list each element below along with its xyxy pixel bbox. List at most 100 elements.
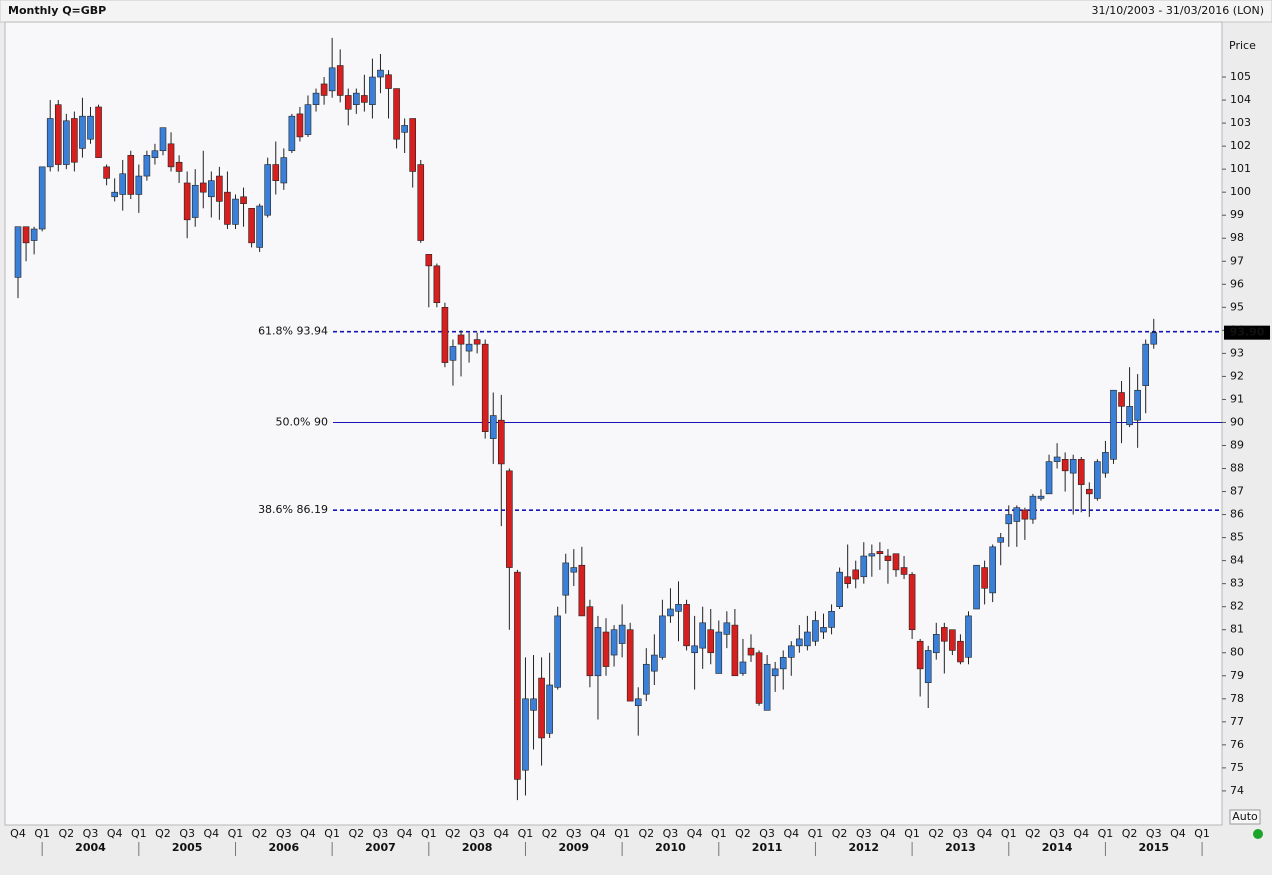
- candle-body: [997, 537, 1005, 543]
- x-tick-label: Q1: [324, 827, 340, 840]
- candle-body: [481, 343, 489, 432]
- candle-body: [626, 629, 634, 702]
- x-tick-label: Q3: [663, 827, 679, 840]
- x-tick-label: Q2: [735, 827, 751, 840]
- y-tick-label: 81: [1230, 623, 1244, 636]
- candle-body: [208, 180, 215, 198]
- candle-body: [167, 143, 175, 168]
- y-tick-label: 96: [1230, 277, 1244, 290]
- x-tick-label: Q4: [397, 827, 413, 840]
- candle-body: [578, 564, 586, 617]
- candle-body: [143, 155, 151, 177]
- candle-body: [135, 175, 143, 195]
- y-tick-label: 85: [1230, 531, 1244, 544]
- candle-body: [385, 74, 392, 89]
- candle-body: [296, 113, 304, 138]
- candle-body: [844, 576, 851, 584]
- candle-body: [820, 627, 827, 633]
- candle-body: [642, 663, 650, 695]
- auto-button[interactable]: [1229, 809, 1261, 825]
- candle-body: [1118, 392, 1125, 407]
- year-label: 2008: [462, 841, 493, 854]
- candle-body: [586, 606, 594, 677]
- candle-body: [256, 205, 263, 248]
- y-tick-label: 89: [1230, 438, 1244, 451]
- y-tick-label: 93: [1230, 346, 1244, 359]
- y-tick-label: 92: [1230, 369, 1244, 382]
- x-tick-label: Q1: [131, 827, 147, 840]
- candle-body: [369, 76, 376, 105]
- candle-body: [457, 334, 465, 345]
- candle-body: [941, 627, 948, 642]
- candle-body: [763, 663, 771, 711]
- candle-body: [506, 470, 513, 568]
- candle-body: [280, 157, 288, 184]
- candle-body: [852, 569, 860, 580]
- candle-body: [312, 92, 320, 105]
- candle-body: [731, 624, 739, 677]
- candle-body: [594, 627, 602, 677]
- y-tick-label: 77: [1230, 715, 1244, 728]
- candle-body: [14, 226, 22, 278]
- plot-area: [4, 21, 1223, 826]
- candle-body: [530, 698, 537, 711]
- candle-body: [22, 226, 30, 244]
- candle-body: [272, 164, 280, 181]
- candle-body: [216, 175, 223, 202]
- candle-body: [353, 92, 360, 105]
- candle-body: [836, 571, 843, 607]
- x-tick-label: Q1: [614, 827, 630, 840]
- candle-body: [723, 622, 731, 635]
- candle-body: [377, 69, 384, 78]
- candle-body: [1029, 495, 1037, 520]
- candle-body: [804, 631, 811, 647]
- candle-body: [562, 562, 570, 596]
- x-tick-label: Q2: [638, 827, 654, 840]
- candle-body: [884, 555, 892, 561]
- y-tick-label: 87: [1230, 485, 1244, 498]
- x-tick-label: Q3: [566, 827, 582, 840]
- candle-body: [344, 95, 352, 110]
- candle-body: [570, 567, 578, 573]
- x-tick-label: Q1: [228, 827, 244, 840]
- x-tick-label: Q3: [856, 827, 872, 840]
- x-tick-label: Q1: [1194, 827, 1210, 840]
- candle-body: [1005, 514, 1013, 525]
- candle-body: [1013, 507, 1021, 522]
- year-label: 2009: [558, 841, 589, 854]
- auto-button-label[interactable]: Auto: [1232, 810, 1258, 823]
- candle-body: [175, 161, 183, 172]
- candle-body: [924, 650, 932, 683]
- x-tick-label: Q4: [783, 827, 799, 840]
- x-tick-label: Q4: [687, 827, 703, 840]
- candle-body: [892, 553, 900, 571]
- x-tick-label: Q1: [904, 827, 920, 840]
- candle-body: [932, 634, 940, 654]
- candle-body: [1110, 389, 1117, 460]
- y-tick-label: 82: [1230, 600, 1244, 613]
- candle-body: [240, 196, 247, 204]
- candle-body: [659, 615, 666, 658]
- y-tick-label: 75: [1230, 761, 1244, 774]
- y-tick-label: 86: [1230, 508, 1244, 521]
- status-indicator: [1253, 829, 1263, 839]
- y-tick-label: 90: [1230, 415, 1244, 428]
- x-tick-label: Q4: [493, 827, 509, 840]
- candle-body: [1102, 452, 1109, 474]
- candle-body: [1142, 343, 1149, 386]
- candle-body: [787, 645, 795, 658]
- x-tick-label: Q3: [1146, 827, 1162, 840]
- candle-body: [667, 608, 674, 617]
- candle-body: [860, 555, 868, 578]
- candle-body: [949, 629, 956, 651]
- candle-body: [876, 551, 884, 555]
- candle-body: [1021, 509, 1029, 520]
- candle-body: [522, 698, 529, 771]
- x-tick-label: Q3: [1049, 827, 1065, 840]
- x-tick-label: Q3: [276, 827, 292, 840]
- y-tick-label: 80: [1230, 646, 1244, 659]
- x-tick-label: Q4: [1170, 827, 1186, 840]
- year-label: 2004: [75, 841, 106, 854]
